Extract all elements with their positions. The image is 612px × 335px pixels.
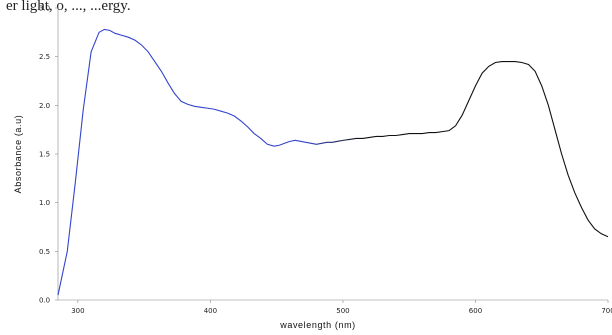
x-tick-label: 700 — [601, 307, 612, 315]
plot-frame — [57, 8, 608, 301]
x-tick-label: 500 — [336, 307, 349, 315]
x-axis-ticks: 300 400 500 600 700 — [71, 300, 612, 315]
y-tick-label: 3.0 — [39, 5, 50, 13]
y-tick-label: 1.5 — [39, 151, 50, 159]
y-axis-ticks: 0.0 0.5 1.0 1.5 2.0 2.5 3.0 — [39, 5, 58, 305]
x-axis-title: wavelength (nm) — [279, 320, 356, 330]
y-tick-label: 0.5 — [39, 248, 50, 256]
absorbance-series-line — [57, 28, 609, 296]
caption-fragment: er light, o, ..., ...ergy. — [6, 0, 131, 14]
y-tick-label: 0.0 — [39, 297, 50, 305]
y-tick-label: 2.0 — [39, 102, 50, 110]
x-tick-label: 400 — [204, 307, 217, 315]
x-tick-label: 300 — [71, 307, 84, 315]
y-tick-label: 2.5 — [39, 53, 50, 61]
y-tick-label: 1.0 — [39, 199, 50, 207]
x-tick-label: 600 — [469, 307, 482, 315]
y-axis-title: Absorbance (a.u) — [13, 115, 23, 194]
